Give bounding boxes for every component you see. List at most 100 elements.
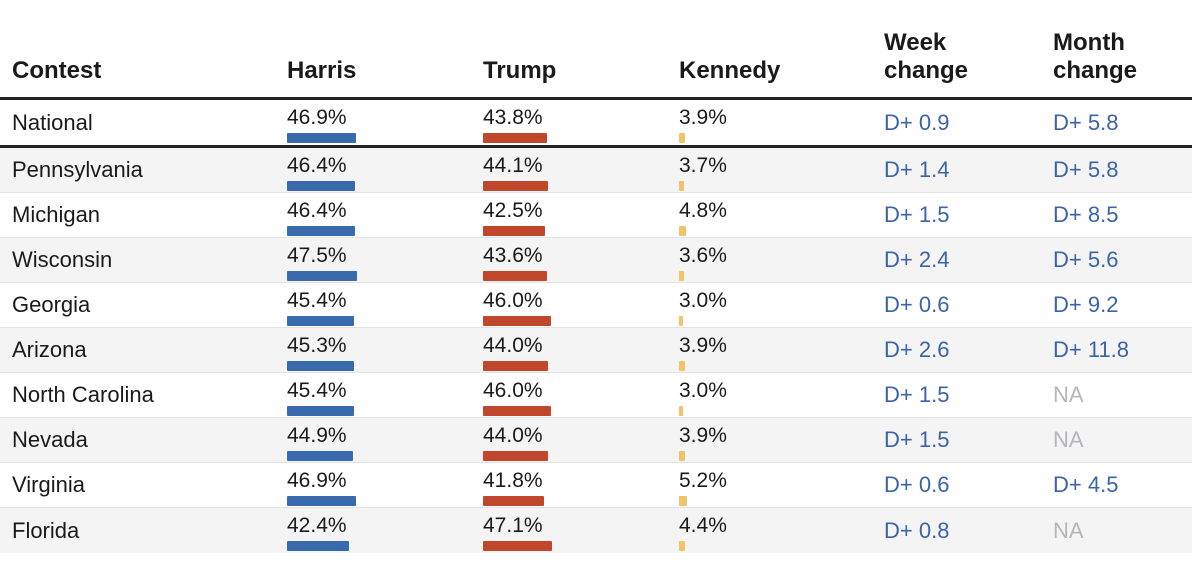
trump-value: 41.8% [483, 469, 543, 492]
table-row: Wisconsin 47.5% 43.6% 3.6% D+ 2.4 D+ 5.6 [0, 238, 1192, 283]
kennedy-value: 3.7% [679, 154, 727, 177]
column-header-harris-label: Harris [287, 57, 357, 84]
harris-value: 42.4% [287, 514, 347, 537]
trump-cell: 46.0% [483, 373, 679, 417]
trump-cell: 47.1% [483, 508, 679, 553]
trump-cell: 44.0% [483, 418, 679, 462]
harris-value: 46.4% [287, 199, 347, 222]
harris-cell: 46.4% [287, 148, 483, 192]
harris-value: 46.4% [287, 154, 347, 177]
month-change-value: NA [1053, 427, 1084, 452]
harris-value: 46.9% [287, 106, 347, 129]
kennedy-cell: 4.8% [679, 193, 884, 237]
table-header-row: Contest Harris Trump Kennedy Week change… [0, 0, 1192, 100]
month-change-value: D+ 5.8 [1053, 157, 1119, 182]
column-header-kennedy-label: Kennedy [679, 57, 781, 84]
kennedy-bar [679, 316, 683, 326]
trump-cell: 42.5% [483, 193, 679, 237]
harris-value: 46.9% [287, 469, 347, 492]
trump-bar [483, 316, 551, 326]
column-header-month-change-label: Month change [1053, 29, 1138, 84]
kennedy-value: 3.0% [679, 289, 727, 312]
harris-cell: 46.9% [287, 463, 483, 507]
week-change-value: D+ 2.6 [884, 337, 950, 362]
contest-label: Michigan [12, 202, 101, 227]
trump-cell: 43.8% [483, 100, 679, 145]
column-header-month-change: Month change [1053, 29, 1192, 97]
trump-bar [483, 541, 552, 551]
kennedy-bar [679, 451, 685, 461]
column-header-kennedy: Kennedy [679, 57, 884, 97]
kennedy-bar [679, 271, 684, 281]
trump-bar [483, 361, 548, 371]
trump-value: 44.1% [483, 154, 543, 177]
contest-label: Georgia [12, 292, 91, 317]
kennedy-bar [679, 361, 685, 371]
week-change-value: D+ 0.8 [884, 517, 950, 543]
kennedy-bar [679, 181, 684, 191]
month-change-value: D+ 5.8 [1053, 109, 1119, 135]
harris-bar [287, 361, 354, 371]
harris-value: 45.4% [287, 379, 347, 402]
harris-cell: 45.4% [287, 283, 483, 327]
trump-cell: 43.6% [483, 238, 679, 282]
harris-bar [287, 271, 357, 281]
week-change-value: D+ 1.4 [884, 157, 950, 182]
contest-label: Pennsylvania [12, 157, 143, 182]
harris-bar [287, 451, 353, 461]
trump-value: 44.0% [483, 424, 543, 447]
harris-bar [287, 406, 354, 416]
table-row: North Carolina 45.4% 46.0% 3.0% D+ 1.5 N… [0, 373, 1192, 418]
harris-bar [287, 541, 349, 551]
table-row: Arizona 45.3% 44.0% 3.9% D+ 2.6 D+ 11.8 [0, 328, 1192, 373]
trump-value: 44.0% [483, 334, 543, 357]
table-row: Michigan 46.4% 42.5% 4.8% D+ 1.5 D+ 8.5 [0, 193, 1192, 238]
column-header-trump-label: Trump [483, 57, 557, 84]
table-row: Georgia 45.4% 46.0% 3.0% D+ 0.6 D+ 9.2 [0, 283, 1192, 328]
harris-cell: 47.5% [287, 238, 483, 282]
week-change-value: D+ 1.5 [884, 202, 950, 227]
week-change-value: D+ 1.5 [884, 382, 950, 407]
trump-cell: 46.0% [483, 283, 679, 327]
trump-value: 46.0% [483, 379, 543, 402]
trump-cell: 44.0% [483, 328, 679, 372]
trump-value: 47.1% [483, 514, 543, 537]
trump-cell: 44.1% [483, 148, 679, 192]
trump-bar [483, 496, 544, 506]
kennedy-value: 3.0% [679, 379, 727, 402]
week-change-value: D+ 2.4 [884, 247, 950, 272]
harris-bar [287, 496, 356, 506]
harris-bar [287, 316, 354, 326]
kennedy-cell: 3.9% [679, 100, 884, 145]
trump-bar [483, 181, 548, 191]
week-change-value: D+ 1.5 [884, 427, 950, 452]
harris-value: 45.4% [287, 289, 347, 312]
harris-value: 45.3% [287, 334, 347, 357]
trump-bar [483, 406, 551, 416]
kennedy-bar [679, 133, 685, 143]
table-row: National 46.9% 43.8% 3.9% D+ 0.9 D+ 5.8 [0, 100, 1192, 148]
harris-value: 44.9% [287, 424, 347, 447]
trump-bar [483, 271, 547, 281]
column-header-contest: Contest [12, 57, 287, 97]
contest-label: Arizona [12, 337, 87, 362]
kennedy-cell: 3.7% [679, 148, 884, 192]
trump-value: 43.6% [483, 244, 543, 267]
kennedy-value: 4.8% [679, 199, 727, 222]
kennedy-bar [679, 226, 686, 236]
trump-bar [483, 226, 545, 236]
contest-label: Virginia [12, 472, 85, 497]
kennedy-cell: 3.9% [679, 328, 884, 372]
kennedy-bar [679, 406, 683, 416]
column-header-trump: Trump [483, 57, 679, 97]
column-header-harris: Harris [287, 57, 483, 97]
contest-label: Nevada [12, 427, 88, 452]
table-row: Florida 42.4% 47.1% 4.4% D+ 0.8 NA [0, 508, 1192, 553]
kennedy-value: 3.9% [679, 106, 727, 129]
kennedy-cell: 3.0% [679, 283, 884, 327]
trump-value: 46.0% [483, 289, 543, 312]
week-change-value: D+ 0.6 [884, 292, 950, 317]
month-change-value: D+ 11.8 [1053, 337, 1130, 362]
contest-label: Wisconsin [12, 247, 113, 272]
month-change-value: D+ 9.2 [1053, 292, 1119, 317]
